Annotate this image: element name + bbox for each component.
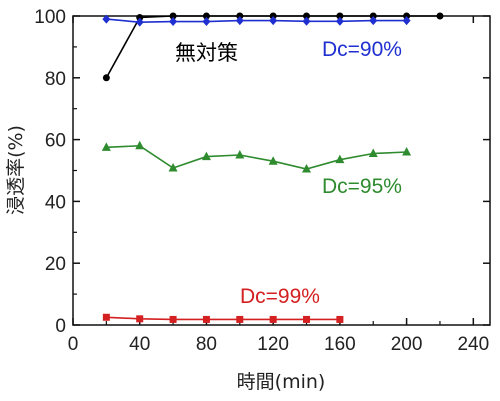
data-point [235, 150, 245, 159]
plot-frame [72, 15, 491, 326]
data-point [135, 140, 145, 150]
data-point [202, 315, 210, 323]
data-point [336, 315, 344, 323]
x-tick-label: 0 [68, 334, 79, 355]
data-point [303, 12, 311, 20]
data-point [269, 16, 278, 26]
x-tick-label: 80 [196, 334, 217, 355]
data-point [335, 154, 345, 164]
series-layer [101, 12, 444, 323]
data-point [402, 16, 411, 26]
data-point [336, 12, 344, 20]
x-tick-label: 160 [324, 334, 356, 355]
data-point [402, 146, 412, 156]
data-point [168, 163, 178, 172]
series-line [106, 144, 407, 170]
data-point [101, 142, 111, 151]
data-point [269, 12, 277, 20]
data-point [202, 12, 210, 20]
data-point [302, 16, 311, 26]
data-point [303, 315, 311, 323]
y-axis-title: 浸透率(%) [5, 125, 27, 215]
y-tick-label: 0 [55, 316, 66, 337]
y-axis-ticks: 0 20 40 60 80 100 [34, 7, 490, 337]
data-point [369, 12, 377, 20]
data-point [236, 12, 244, 20]
data-point [268, 156, 278, 165]
data-point [269, 315, 277, 323]
data-point [102, 14, 111, 24]
series-label-dc90: Dc=90% [322, 38, 402, 61]
data-point [136, 315, 144, 323]
data-point [302, 163, 312, 173]
y-tick-label: 40 [45, 192, 66, 213]
y-tick-label: 100 [34, 7, 66, 28]
series-3 [102, 313, 344, 323]
data-point [369, 16, 378, 26]
x-tick-label: 120 [257, 334, 289, 355]
series-line [106, 18, 407, 24]
x-axis-title: 時間(min) [237, 371, 326, 393]
x-tick-label: 40 [129, 334, 150, 355]
data-point [102, 74, 110, 82]
y-tick-label: 80 [45, 69, 66, 90]
y-tick-label: 60 [45, 131, 66, 152]
data-point [368, 148, 378, 158]
data-point [202, 17, 211, 27]
data-point [236, 315, 244, 323]
data-point [169, 12, 177, 20]
series-label-dc95: Dc=95% [322, 175, 402, 198]
data-point [436, 12, 444, 20]
data-point [136, 14, 144, 22]
series-line [106, 316, 340, 321]
series-label-no-countermeasure: 無対策 [175, 41, 238, 65]
data-point [135, 17, 144, 27]
data-point [235, 16, 244, 26]
data-point [201, 151, 211, 161]
x-tick-label: 200 [391, 334, 423, 355]
series-1 [102, 14, 411, 27]
data-point [403, 12, 411, 20]
series-2 [101, 140, 412, 173]
data-point [169, 17, 178, 27]
series-label-dc99: Dc=99% [240, 285, 320, 308]
data-point [169, 315, 177, 323]
y-tick-label: 20 [45, 254, 66, 275]
x-tick-label: 240 [457, 334, 489, 355]
data-point [102, 313, 110, 321]
series-0 [102, 12, 444, 82]
x-axis-ticks: 0 40 80 120 160 200 240 [68, 16, 489, 355]
data-point [335, 16, 344, 26]
